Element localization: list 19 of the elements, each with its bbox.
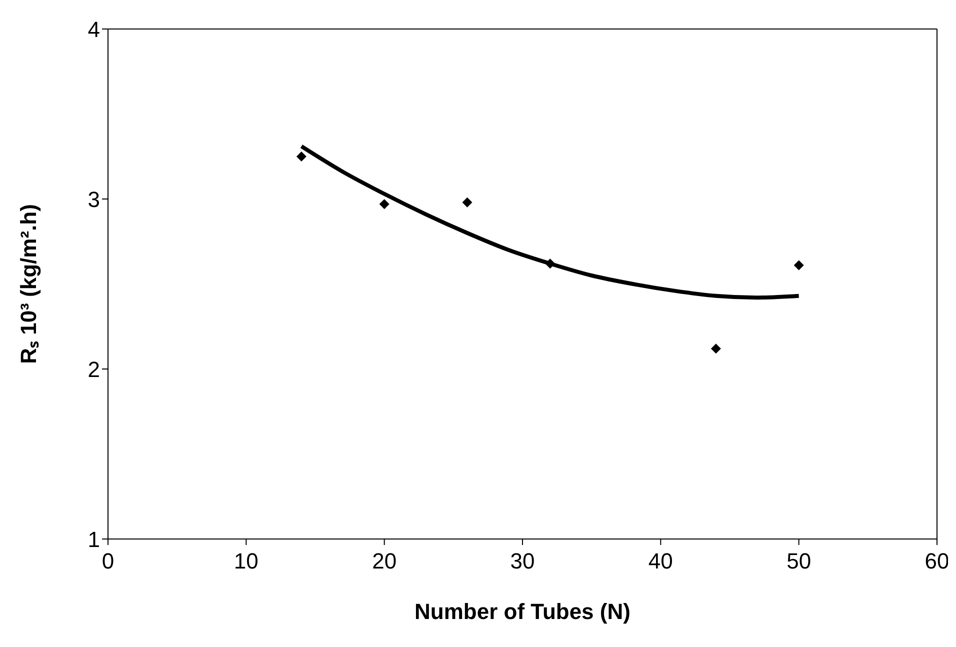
x-tick-label: 50 (786, 548, 812, 574)
point (710, 344, 721, 354)
y-axis-title: Rₛ 10³ (kg/m².h) (16, 204, 41, 364)
point (462, 197, 472, 208)
point (545, 258, 556, 269)
x-tick-label: 10 (234, 548, 258, 574)
point (296, 152, 306, 162)
y-tick-label: 1 (88, 526, 100, 552)
x-tick-label: 20 (372, 548, 397, 574)
line-series (299, 144, 801, 300)
y-tick-label: 4 (88, 16, 100, 42)
point (794, 260, 804, 270)
y-tick-label: 2 (88, 356, 100, 382)
y-tick-label: 3 (88, 186, 100, 212)
x-axis-title: Number of Tubes (N) (414, 599, 630, 624)
x-tick-label: 30 (510, 548, 535, 574)
point (379, 199, 390, 210)
x-tick-label: 0 (102, 548, 114, 574)
x-tick-label: 40 (648, 548, 673, 574)
